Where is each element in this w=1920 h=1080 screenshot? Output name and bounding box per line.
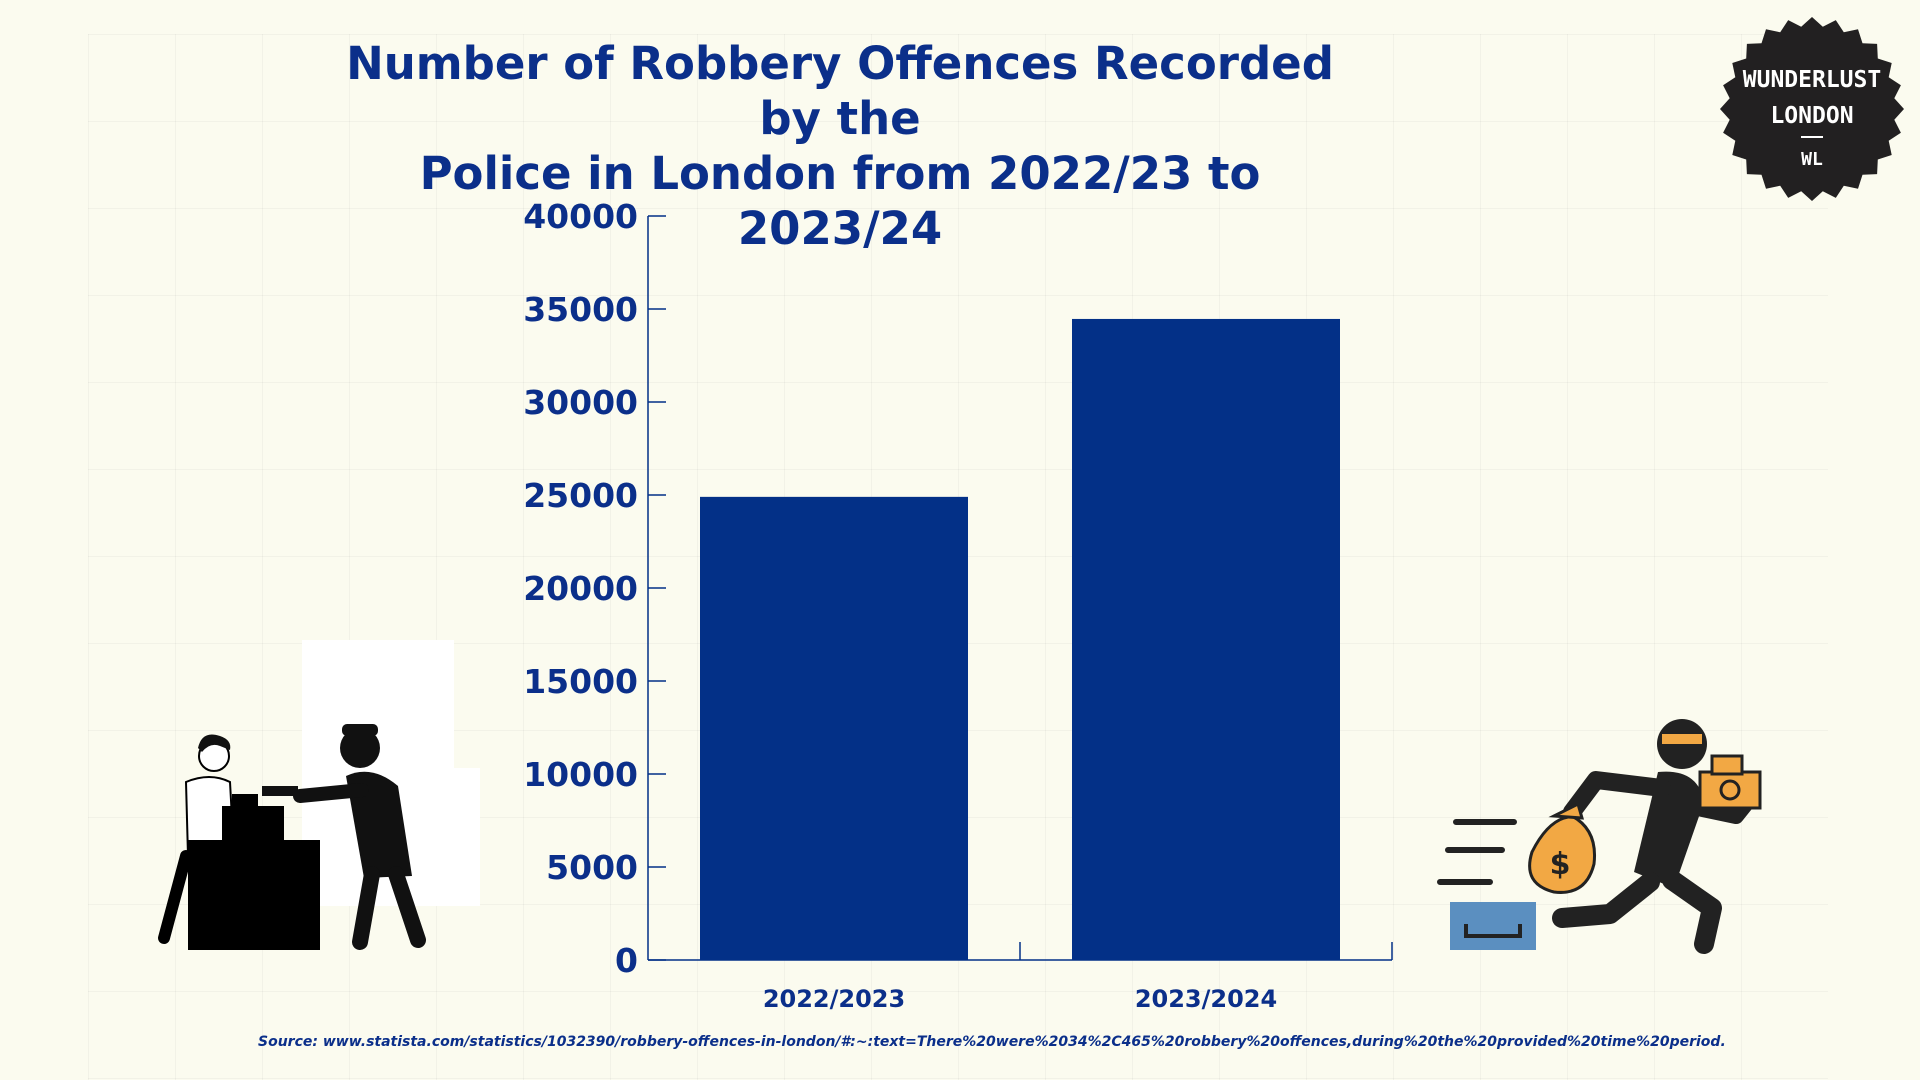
logo-text-wl: WL: [1717, 136, 1907, 178]
shopkeeper-leg: [158, 850, 192, 944]
robber-cap: [342, 724, 378, 736]
money-bag-icon: [1528, 814, 1597, 894]
y-tick-label: 5000: [546, 848, 638, 887]
y-tick-label: 40000: [523, 197, 638, 236]
x-tick-label: 2022/2023: [763, 985, 905, 1013]
y-tick-label: 30000: [523, 383, 638, 422]
chart-title: Number of Robbery Offences Recorded by t…: [340, 36, 1340, 256]
logo-text-london: LONDON: [1770, 103, 1854, 129]
dollar-icon: $: [1550, 847, 1571, 882]
speed-lines: [1437, 819, 1517, 885]
chart-title-line-2: Police in London from 2022/23 to 2023/24: [419, 147, 1261, 255]
chart-bars: [700, 318, 1340, 960]
bar-2023-2024: [1072, 318, 1340, 960]
y-tick-label: 35000: [523, 290, 638, 329]
chart-title-line-1: Number of Robbery Offences Recorded by t…: [346, 37, 1334, 145]
shop-counter: [188, 840, 320, 950]
thief-back-leg: [1552, 872, 1660, 928]
shop-robbery-illustration: [158, 640, 480, 950]
shopkeeper-hair: [198, 734, 231, 752]
robber-arm: [293, 783, 369, 803]
cash-register: [222, 806, 284, 842]
y-tick-label: 10000: [523, 755, 638, 794]
cash-box-icon: [1450, 902, 1536, 950]
y-tick-label: 25000: [523, 476, 638, 515]
thief-eyes: [1662, 734, 1702, 744]
wunderlust-london-logo: WUNDERLUST LONDON WL: [1717, 14, 1907, 204]
y-tick-label: 20000: [523, 569, 638, 608]
robber-legs: [352, 866, 426, 950]
bar-2022-2023: [700, 496, 968, 960]
wall-panel-side: [454, 768, 480, 906]
chart-tick-labels: 0 5000 10000 15000 20000 25000 30000 35000 40000…: [523, 197, 1277, 1013]
robber-body: [346, 771, 412, 878]
x-tick-label: 2023/2024: [1135, 985, 1277, 1013]
y-tick-label: 15000: [523, 662, 638, 701]
gun-icon: [262, 786, 298, 796]
thief-front-leg: [1662, 870, 1722, 954]
y-tick-label: 0: [615, 941, 638, 980]
source-note: Source: www.statista.com/statistics/1032…: [258, 1034, 1726, 1050]
cash-stack-icon: [1698, 770, 1762, 810]
logo-text-wunderlust: WUNDERLUST: [1742, 67, 1882, 93]
coin-icon: [1719, 779, 1741, 801]
running-thief-illustration: $: [1437, 719, 1762, 954]
thief-torso: [1634, 771, 1704, 888]
cash-register-top: [232, 794, 258, 808]
cash-box-slot: [1464, 924, 1522, 938]
thief-back-arm: [1563, 771, 1671, 821]
cash-note-icon: [1710, 754, 1744, 776]
robber-head: [340, 728, 380, 768]
money-bag-top: [1548, 801, 1585, 820]
